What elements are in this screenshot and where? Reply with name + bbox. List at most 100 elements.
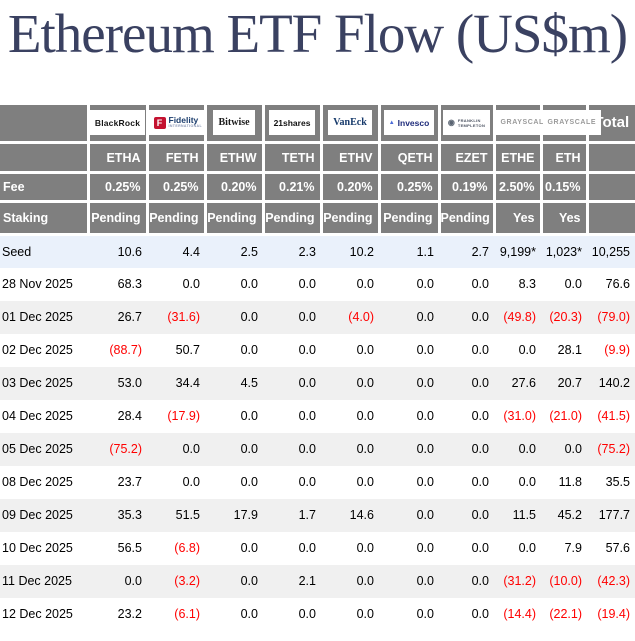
total-column-header: Total — [587, 104, 635, 144]
ticker-row-corner — [0, 142, 90, 174]
table-row: 09 Dec 2025 35.3 51.5 17.9 1.7 14.6 0.0 0.0 11.5… — [0, 498, 635, 532]
value-cell: 2.5 — [205, 234, 263, 268]
ticker-ETHA: ETHA — [88, 142, 149, 174]
fee-QETH: 0.25% — [379, 172, 441, 203]
franklin-wordmark: FRANKLIN TEMPLETON — [458, 118, 485, 128]
header-corner-cell — [0, 104, 90, 144]
invesco-triangle-icon: ▲ — [388, 119, 395, 126]
value-cell: (17.9) — [147, 399, 205, 433]
value-cell: 0.0 — [321, 399, 379, 433]
value-cell: 0.0 — [147, 465, 205, 499]
value-cell: 0.0 — [439, 531, 494, 565]
table-row: 28 Nov 2025 68.3 0.0 0.0 0.0 0.0 0.0 0.0 8.3 0.0 7… — [0, 267, 635, 301]
table-row: 11 Dec 2025 0.0 (3.2) 0.0 2.1 0.0 0.0 0.0 (31.2)… — [0, 564, 635, 598]
row-label: 03 Dec 2025 — [0, 366, 88, 400]
value-cell: (21.0) — [541, 399, 587, 433]
staking-row: Staking Pending Pending Pending Pending Pendi… — [0, 201, 635, 236]
value-cell: 0.0 — [494, 432, 541, 466]
grayscale-wordmark: GRAYSCALE — [547, 119, 597, 127]
value-cell: 0.0 — [321, 564, 379, 598]
value-cell: 27.6 — [494, 366, 541, 400]
provider-cell-QETH: ▲ Invesco — [379, 104, 441, 144]
table-row: 01 Dec 2025 26.7 (31.6) 0.0 0.0 (4.0) 0.0 0.0 (4… — [0, 300, 635, 334]
grayscale-wordmark: GRAYSCALE — [500, 119, 550, 127]
ticker-ETHV: ETHV — [321, 142, 381, 174]
ticker-ETHW: ETHW — [205, 142, 265, 174]
value-cell: 4.5 — [205, 366, 263, 400]
value-cell: 0.0 — [263, 531, 321, 565]
vaneck-logo: VanEck — [328, 110, 372, 136]
value-cell: 0.0 — [379, 498, 439, 532]
21shares-wordmark: 21shares — [273, 117, 311, 128]
value-cell: 0.0 — [439, 267, 494, 301]
franklin-line: TEMPLETON — [457, 122, 486, 128]
row-label: 04 Dec 2025 — [0, 399, 88, 433]
value-cell: 0.0 — [263, 366, 321, 400]
value-cell: 53.0 — [88, 366, 147, 400]
value-cell: (6.1) — [147, 597, 205, 631]
staking-FETH: Pending — [147, 201, 207, 236]
total-value-cell: (19.4) — [587, 597, 635, 631]
value-cell: 26.7 — [88, 300, 147, 334]
blackrock-wordmark: BlackRock — [94, 117, 141, 128]
staking-ETHW: Pending — [205, 201, 265, 236]
value-cell: 0.0 — [321, 366, 379, 400]
total-value-cell: 76.6 — [587, 267, 635, 301]
fee-ETHW: 0.20% — [205, 172, 265, 203]
value-cell: 0.0 — [205, 333, 263, 367]
value-cell: 23.2 — [88, 597, 147, 631]
value-cell: 0.0 — [379, 267, 439, 301]
fidelity-logo: F Fidelity INTERNATIONAL — [148, 110, 208, 136]
value-cell: 23.7 — [88, 465, 147, 499]
row-label: 05 Dec 2025 — [0, 432, 88, 466]
franklin-circle-icon: ◉ — [447, 117, 455, 127]
provider-cell-ETHA: BlackRock — [88, 104, 149, 144]
value-cell: 0.0 — [147, 267, 205, 301]
bitwise-wordmark: Bitwise — [218, 117, 250, 129]
value-cell: 0.0 — [205, 399, 263, 433]
row-label: 28 Nov 2025 — [0, 267, 88, 301]
value-cell: 0.0 — [379, 597, 439, 631]
value-cell: 2.7 — [439, 234, 494, 268]
franklin-logo: ◉ FRANKLIN TEMPLETON — [442, 110, 491, 136]
page-title: Ethereum ETF Flow (US$m) — [7, 3, 628, 64]
table-row: Seed 10.6 4.4 2.5 2.3 10.2 1.1 2.7 9,199* 1,023* 1… — [0, 234, 635, 268]
fee-ETHA: 0.25% — [88, 172, 149, 203]
value-cell: (88.7) — [88, 333, 147, 367]
value-cell: 0.0 — [147, 432, 205, 466]
value-cell: 0.0 — [379, 432, 439, 466]
provider-cell-ETH: GRAYSCALE — [541, 104, 602, 144]
value-cell: 10.2 — [321, 234, 379, 268]
value-cell: 56.5 — [88, 531, 147, 565]
fee-row: Fee 0.25% 0.25% 0.20% 0.21% 0.20% 0.25% 0.19% 2.… — [0, 172, 635, 203]
fee-ETHE: 2.50% — [494, 172, 543, 203]
value-cell: 0.0 — [263, 333, 321, 367]
value-cell: 0.0 — [494, 333, 541, 367]
value-cell: 9,199* — [494, 234, 541, 268]
value-cell: 0.0 — [263, 465, 321, 499]
fee-ETH: 0.15% — [541, 172, 589, 203]
value-cell: 0.0 — [205, 267, 263, 301]
ticker-ETHE: ETHE — [494, 142, 543, 174]
fidelity-wordmark: Fidelity INTERNATIONAL — [169, 116, 203, 130]
value-cell: 0.0 — [439, 465, 494, 499]
total-value-cell: 35.5 — [587, 465, 635, 499]
table-row: 08 Dec 2025 23.7 0.0 0.0 0.0 0.0 0.0 0.0 0.0 11.8… — [0, 465, 635, 499]
staking-ETH: Yes — [541, 201, 589, 236]
value-cell: 2.1 — [263, 564, 321, 598]
value-cell: 0.0 — [541, 267, 587, 301]
value-cell: 0.0 — [439, 564, 494, 598]
provider-cell-ETHE: GRAYSCALE — [494, 104, 555, 144]
row-label: 11 Dec 2025 — [0, 564, 88, 598]
total-value-cell: (75.2) — [587, 432, 635, 466]
value-cell: 50.7 — [147, 333, 205, 367]
row-label: 09 Dec 2025 — [0, 498, 88, 532]
provider-cell-TETH: 21shares — [263, 104, 323, 144]
value-cell: (3.2) — [147, 564, 205, 598]
table-row: 04 Dec 2025 28.4 (17.9) 0.0 0.0 0.0 0.0 0.0 (31.… — [0, 399, 635, 433]
value-cell: 0.0 — [205, 300, 263, 334]
value-cell: 0.0 — [321, 432, 379, 466]
value-cell: (31.0) — [494, 399, 541, 433]
value-cell: 2.3 — [263, 234, 321, 268]
value-cell: 0.0 — [494, 465, 541, 499]
